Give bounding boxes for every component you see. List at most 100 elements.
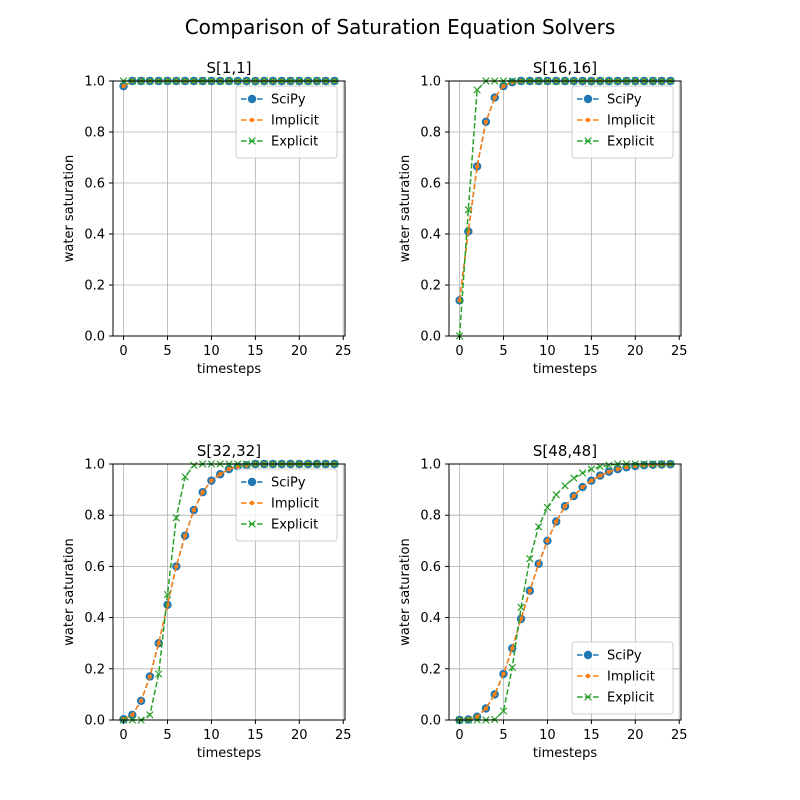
- x-tick-label: 10: [203, 728, 220, 743]
- data-point-implicit: [474, 714, 480, 719]
- data-point-explicit: [570, 474, 578, 482]
- data-point-explicit: [587, 465, 596, 473]
- data-point-implicit: [597, 473, 603, 478]
- data-point-implicit: [571, 493, 576, 499]
- axes-frame: [112, 463, 346, 721]
- data-point-implicit: [562, 504, 568, 509]
- y-tick-label: 0.2: [84, 279, 105, 294]
- data-point-implicit: [554, 519, 559, 524]
- data-point-explicit: [552, 490, 560, 499]
- data-point-implicit: [624, 465, 629, 470]
- legend-entry-explicit: Explicit: [577, 691, 654, 706]
- legend-box: [571, 85, 674, 159]
- data-point-explicit: [534, 522, 543, 531]
- legend-entry-implicit: Implicit: [577, 670, 655, 685]
- legend-entry-implicit: Implicit: [577, 114, 655, 129]
- legend-box: [571, 641, 674, 715]
- data-point-explicit: [561, 482, 569, 490]
- subplot-4: 0 5 10 15 20 25 0.0 0.2 0.4 0.6 0.8 1.0 S[48,48] time…: [398, 442, 688, 761]
- legend-label: SciPy: [271, 93, 306, 108]
- subplot-grid: 0 5 10 15 20 25 0.0 0.2 0.4 0.6 0.8 1.0 S[1,1] timest…: [62, 59, 688, 761]
- x-tick-label: 20: [627, 344, 644, 359]
- legend-box: [235, 468, 338, 542]
- y-tick-label: 0.0: [420, 714, 441, 729]
- data-point-implicit: [182, 533, 188, 538]
- legend-box: [235, 85, 338, 159]
- y-tick-label: 0.6: [84, 560, 105, 575]
- subplot-title: S[32,32]: [197, 442, 261, 460]
- data-point-explicit: [172, 514, 180, 522]
- legend-entry-scipy: SciPy: [577, 649, 642, 664]
- subplot-3: 0 5 10 15 20 25 0.0 0.2 0.4 0.6 0.8 1.0 S[32,32] time…: [62, 442, 352, 761]
- y-tick-label: 0.2: [420, 662, 441, 677]
- data-point-implicit: [483, 706, 489, 711]
- data-point-implicit: [457, 298, 462, 303]
- legend-marker: [584, 137, 592, 145]
- y-tick-label: 1.0: [84, 75, 105, 90]
- x-tick-label: 0: [455, 344, 463, 359]
- subplot-1: 0 5 10 15 20 25 0.0 0.2 0.4 0.6 0.8 1.0 S[1,1] timest…: [62, 59, 352, 377]
- data-point-explicit: [543, 503, 552, 512]
- y-tick-label: 0.8: [420, 126, 441, 141]
- y-tick-label: 0.8: [84, 509, 105, 524]
- data-point-implicit: [191, 507, 197, 513]
- y-tick-label: 1.0: [84, 458, 105, 473]
- data-point-implicit: [209, 478, 214, 483]
- data-point-implicit: [492, 692, 497, 697]
- legend-entry-explicit: Explicit: [241, 518, 318, 533]
- data-point-implicit: [138, 698, 144, 703]
- data-point-explicit: [526, 554, 534, 563]
- legend-marker: [247, 94, 257, 104]
- x-axis-label: timesteps: [197, 746, 261, 761]
- data-point-implicit: [510, 646, 515, 651]
- x-axis-label: timesteps: [533, 746, 597, 761]
- data-point-implicit: [615, 466, 620, 472]
- data-point-implicit: [483, 119, 489, 125]
- y-tick-label: 0.4: [84, 611, 105, 626]
- axes-frame: [448, 80, 682, 337]
- figure-title: Comparison of Saturation Equation Solver…: [185, 15, 616, 39]
- legend-label: Explicit: [607, 691, 654, 706]
- data-point-implicit: [492, 95, 497, 100]
- data-point-implicit: [580, 484, 585, 490]
- data-point-implicit: [130, 712, 135, 718]
- legend-label: Explicit: [271, 518, 318, 533]
- subplot-title: S[1,1]: [206, 59, 251, 77]
- legend-marker: [585, 673, 591, 679]
- data-point-explicit: [163, 590, 172, 599]
- x-tick-label: 25: [671, 344, 688, 359]
- legend-entry-scipy: SciPy: [241, 93, 306, 108]
- data-point-explicit: [578, 469, 587, 477]
- y-tick-label: 0.8: [84, 126, 105, 141]
- data-point-implicit: [501, 671, 506, 677]
- x-tick-label: 0: [119, 344, 127, 359]
- data-point-explicit: [146, 711, 154, 719]
- data-point-implicit: [545, 538, 550, 543]
- x-tick-label: 0: [119, 728, 127, 743]
- x-tick-label: 20: [291, 344, 308, 359]
- data-point-implicit: [589, 478, 594, 483]
- legend-marker: [247, 477, 257, 487]
- y-axis-label: water saturation: [398, 538, 413, 645]
- data-point-implicit: [200, 489, 205, 495]
- legend-entry-implicit: Implicit: [241, 114, 319, 129]
- legend-marker: [584, 693, 592, 701]
- legend-label: Implicit: [271, 114, 319, 129]
- x-tick-label: 10: [539, 344, 556, 359]
- data-point-implicit: [147, 674, 153, 679]
- data-point-explicit: [490, 715, 499, 724]
- data-point-implicit: [527, 588, 533, 593]
- x-axis-label: timesteps: [197, 362, 261, 377]
- axes-frame: [448, 463, 682, 721]
- legend-entry-explicit: Explicit: [577, 135, 654, 150]
- x-tick-label: 25: [335, 728, 352, 743]
- legend-label: Implicit: [607, 670, 655, 685]
- y-tick-label: 1.0: [420, 75, 441, 90]
- legend: SciPy Implicit Explicit: [235, 85, 338, 159]
- x-tick-label: 15: [247, 344, 264, 359]
- legend-marker: [249, 500, 255, 506]
- data-point-implicit: [218, 472, 223, 477]
- data-point-explicit: [605, 461, 613, 470]
- data-point-explicit: [464, 206, 473, 214]
